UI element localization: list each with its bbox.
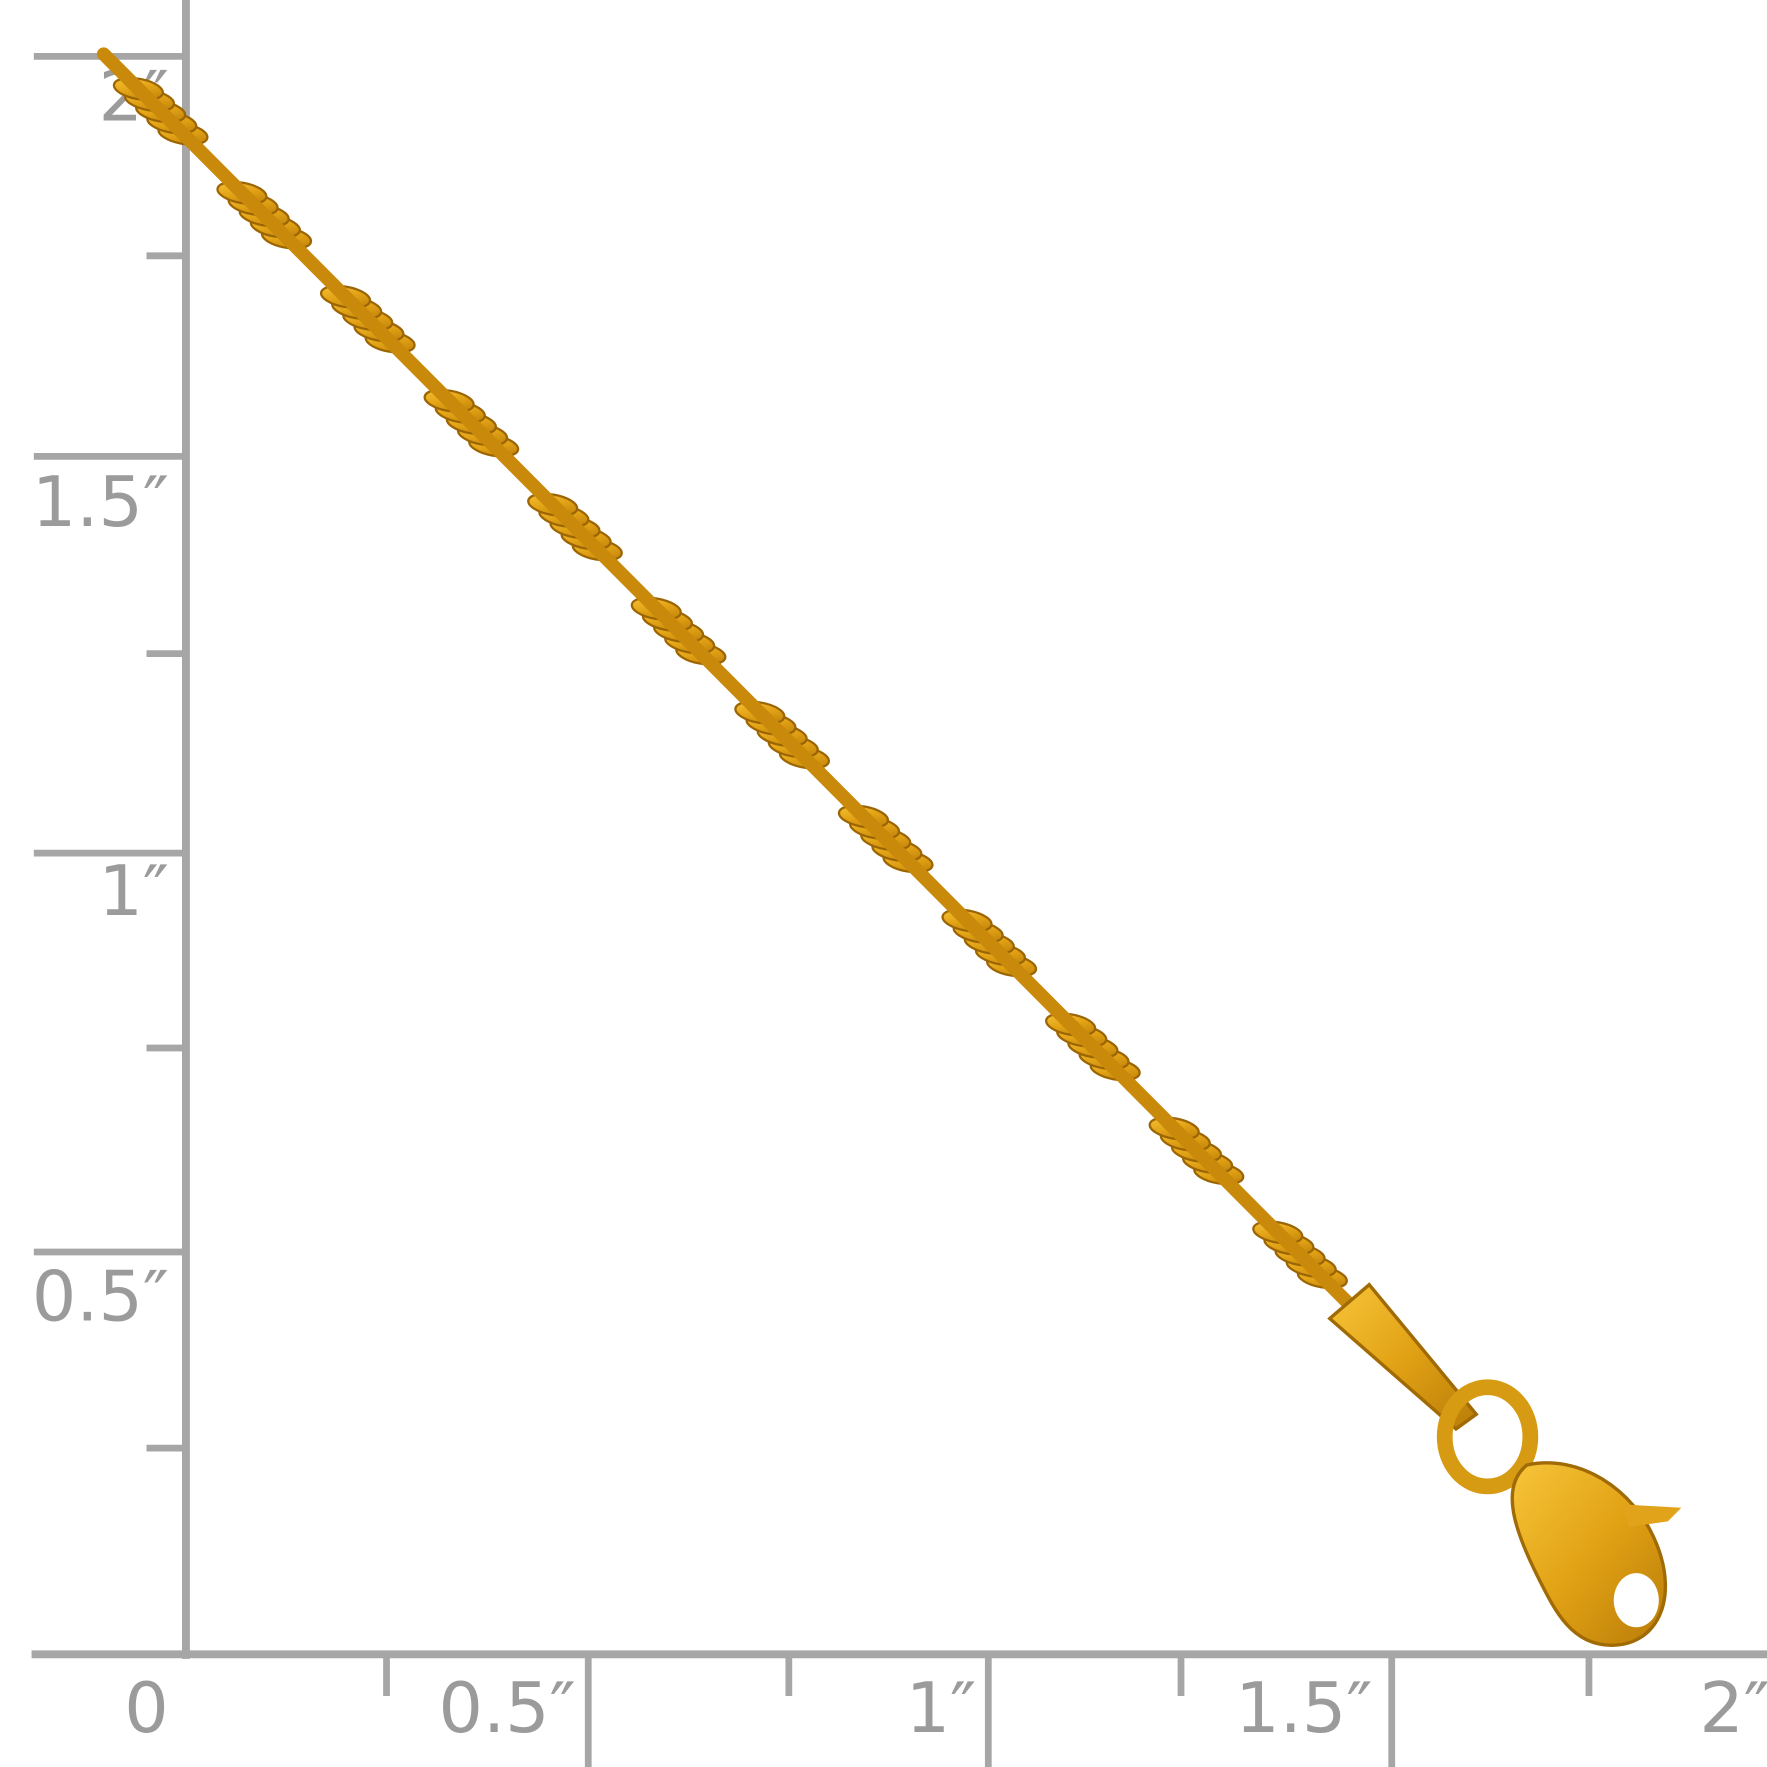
jump-ring bbox=[1436, 1379, 1539, 1495]
x-label: 2″ bbox=[1699, 1668, 1767, 1749]
clasp-opening bbox=[1613, 1573, 1659, 1628]
x-label: 1.5″ bbox=[1235, 1668, 1372, 1749]
clasp-lever bbox=[1622, 1504, 1682, 1527]
y-label: 1.5″ bbox=[32, 462, 169, 543]
x-label: 1″ bbox=[906, 1668, 977, 1749]
x-label: 0.5″ bbox=[439, 1668, 576, 1749]
chain bbox=[96, 47, 1682, 1647]
x-label: 0 bbox=[124, 1668, 168, 1749]
y-label: 0.5″ bbox=[32, 1257, 169, 1338]
chain-end-cap bbox=[1327, 1282, 1479, 1432]
ruler: 0 0.5″ 1″ 1.5″ 2″ 2″ 1.5″ 1″ 0.5″ bbox=[31, 0, 1767, 1767]
chain-link bbox=[96, 47, 1354, 1309]
y-label: 1″ bbox=[98, 851, 169, 932]
